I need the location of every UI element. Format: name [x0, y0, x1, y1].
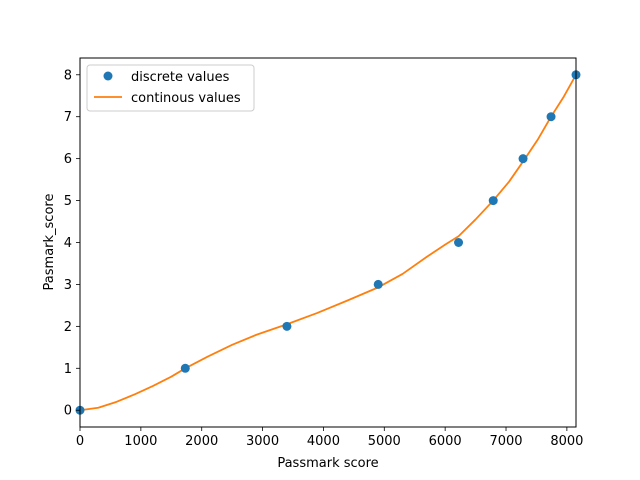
y-tick-label: 8	[64, 68, 72, 83]
data-point	[488, 196, 498, 206]
y-tick-label: 2	[64, 320, 72, 335]
y-tick-label: 3	[64, 278, 72, 293]
series-line-layer	[79, 74, 577, 412]
x-tick-label: 2000	[185, 434, 218, 449]
legend-label-discrete: discrete values	[131, 70, 230, 85]
x-tick-label: 4000	[307, 434, 340, 449]
x-tick-label: 0	[76, 434, 84, 449]
y-tick-label: 1	[64, 362, 72, 377]
y-axis-ticks: 0 1 2 3 4 5 6 7 8	[64, 68, 80, 419]
y-tick-label: 7	[64, 110, 72, 125]
x-tick-label: 6000	[429, 434, 462, 449]
y-tick-label: 5	[64, 194, 72, 209]
series-point-layer	[75, 70, 581, 415]
x-axis-ticks: 0 1000 2000 3000 4000 5000 6000 7000 8000	[76, 427, 583, 449]
data-point	[180, 363, 190, 373]
y-tick-label: 4	[64, 236, 72, 251]
x-tick-label: 8000	[550, 434, 583, 449]
data-point	[454, 238, 464, 247]
legend-marker-discrete	[103, 71, 113, 81]
x-tick-label: 3000	[246, 434, 279, 449]
y-tick-label: 0	[64, 404, 72, 419]
legend-label-continous: continous values	[131, 91, 241, 106]
x-tick-label: 7000	[489, 434, 522, 449]
data-point	[282, 321, 292, 331]
x-tick-label: 1000	[124, 434, 157, 449]
x-tick-label: 5000	[368, 434, 401, 449]
plot-area	[80, 58, 576, 427]
series-line-1	[79, 74, 577, 412]
data-point	[373, 279, 383, 289]
legend-box	[86, 64, 255, 112]
data-point	[518, 154, 528, 164]
x-axis-label: Passmark score	[277, 456, 378, 471]
data-point	[546, 112, 556, 122]
y-tick-label: 6	[64, 152, 72, 167]
y-axis-label: Pasmark_score	[42, 194, 57, 291]
legend: discrete values continous values	[86, 64, 255, 112]
